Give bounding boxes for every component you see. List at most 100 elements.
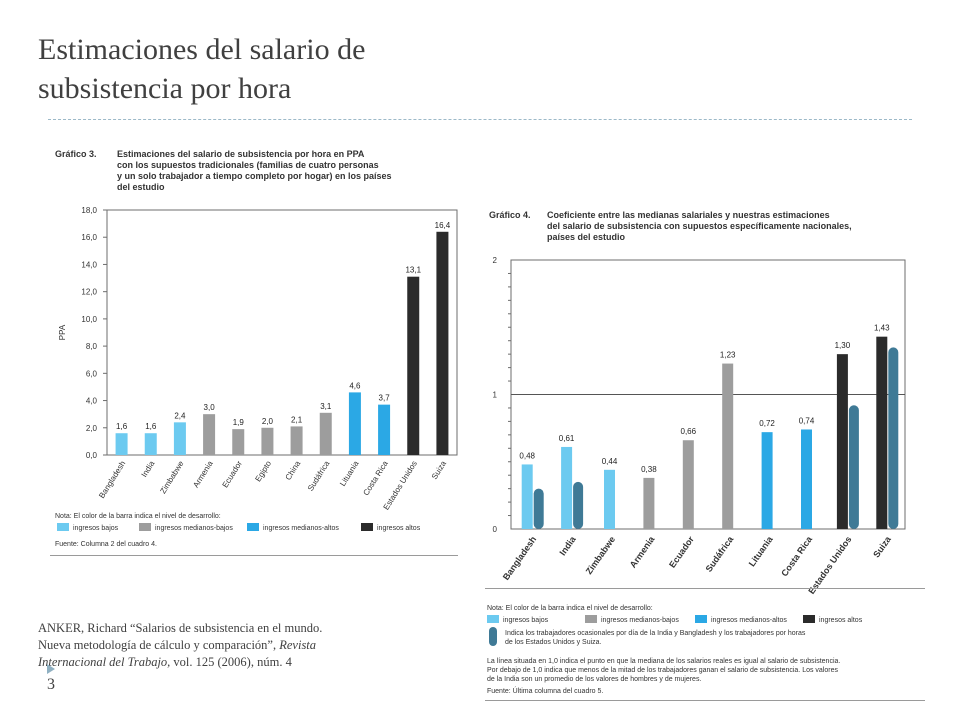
chart-3-plot-frame — [106, 209, 458, 456]
chart-3-value-label: 1,6 — [116, 422, 128, 431]
chart-4-legend-label: ingresos medianos-altos — [711, 617, 787, 624]
chart-grafico-3: Gráfico 3. Estimaciones del salario de su… — [55, 149, 458, 548]
title-divider — [48, 119, 912, 120]
chart-3-x-tick-label: Lituania — [338, 459, 361, 488]
chart-3-x-tick-label: Ecuador — [221, 459, 245, 489]
chart-4-x-tick-label: Sudáfrica — [704, 534, 736, 574]
chart-4-x-tick-label: Lituania — [747, 534, 776, 569]
chart-4-title-line: países del estudio — [547, 232, 626, 242]
chart-3-x-tick-label: China — [284, 459, 303, 482]
chart-4-x-tick-label: Zimbabwe — [584, 534, 617, 576]
chart-3-bar — [290, 426, 303, 455]
chart-3-bar — [173, 422, 186, 455]
chart-3-legend-swatch — [361, 523, 373, 531]
chart-3-x-tick-label: Suiza — [430, 459, 449, 481]
slide-title-line-1: Estimaciones del salario de — [38, 33, 366, 66]
chart-3-y-tick-label: 8,0 — [86, 342, 98, 351]
chart-4-bar — [643, 477, 655, 529]
chart-3-bar — [144, 433, 157, 455]
chart-3-title-line: Estimaciones del salario de subsistencia… — [117, 149, 365, 159]
chart-4-value-label: 0,48 — [519, 451, 535, 460]
chart-3-bar — [261, 427, 274, 455]
chart-3-value-label: 1,6 — [145, 422, 157, 431]
chart-4-y-tick-label: 1 — [493, 391, 498, 400]
chart-4-x-tick-label: Costa Rica — [779, 534, 814, 579]
chart-3-bar — [407, 276, 420, 455]
chart-4-x-tick-label: Suiza — [871, 534, 893, 560]
chart-3-y-tick-label: 18,0 — [81, 206, 97, 215]
chart-4-bottom-rule — [485, 700, 925, 701]
chart-4-bar — [722, 363, 734, 529]
chart-4-value-label: 1,43 — [874, 324, 890, 333]
chart-4-y-tick-label: 2 — [493, 256, 498, 265]
chart-3-value-label: 3,1 — [320, 402, 332, 411]
slide-number-marker — [47, 664, 55, 674]
chart-4-bar — [836, 354, 848, 529]
chart-3-legend-label: ingresos medianos-altos — [263, 525, 339, 532]
citation-line-2: Nueva metodología de cálculo y comparaci… — [38, 638, 280, 652]
chart-3-value-label: 3,0 — [204, 403, 216, 412]
chart-4-bar — [521, 464, 533, 529]
chart-3-y-tick-label: 10,0 — [81, 315, 97, 324]
chart-3-x-tick-label: Bangladesh — [97, 459, 127, 500]
chart-3-value-label: 2,1 — [291, 415, 303, 424]
chart-3-legend-label: ingresos medianos-bajos — [155, 525, 233, 532]
chart-3-bar — [115, 433, 128, 455]
chart-4-value-label: 1,23 — [720, 351, 736, 360]
chart-4-title-line: Coeficiente entre las medianas salariale… — [547, 210, 830, 220]
chart-4-footnote-line: La línea situada en 1,0 indica el punto … — [487, 658, 840, 665]
chart-4-bar — [682, 440, 694, 529]
citation-journal-1: Revista — [279, 638, 317, 652]
chart-3-x-tick-label: Egipto — [253, 459, 273, 483]
chart-4-value-label: 0,44 — [602, 457, 618, 466]
chart-4-secondary-bar — [888, 347, 899, 529]
chart-4-title-line: del salario de subsistencia con supuesto… — [547, 221, 852, 231]
chart-3-legend-swatch — [139, 523, 151, 531]
chart-3-legend-label: ingresos altos — [377, 525, 421, 532]
chart-4-figure-label: Gráfico 4. — [489, 210, 531, 220]
slide-number: 3 — [47, 676, 55, 693]
chart-3-value-label: 2,4 — [174, 411, 186, 420]
chart-4-bar — [604, 469, 615, 529]
chart-3-legend-swatch — [57, 523, 69, 531]
chart-4-secondary-legend-label: de los Estados Unidos y Suiza. — [505, 639, 602, 646]
chart-3-bar — [319, 412, 332, 455]
chart-3-y-tick-label: 0,0 — [86, 451, 98, 460]
chart-4-legend-swatch — [585, 615, 597, 623]
chart-4-x-tick-label: Ecuador — [667, 534, 696, 570]
citation-rest: vol. 125 (2006), núm. 4 — [170, 655, 292, 669]
chart-4-secondary-bar — [848, 405, 859, 529]
chart-4-x-tick-label: Bangladesh — [501, 534, 538, 582]
chart-4-legend-swatch — [695, 615, 707, 623]
chart-3-value-label: 13,1 — [405, 266, 421, 275]
citation-line-1: ANKER, Richard “Salarios de subsistencia… — [38, 621, 323, 635]
chart-3-title-line: del estudio — [117, 182, 165, 192]
chart-3-title-line: y un solo trabajador a tiempo completo p… — [117, 171, 392, 181]
slide-title-line-2: subsistencia por hora — [38, 72, 292, 105]
chart-4-source: Fuente: Última columna del cuadro 5. — [487, 686, 603, 695]
chart-3-bar — [203, 414, 216, 455]
chart-4-footnote-line: de la India son un promedio de los valor… — [487, 676, 701, 683]
chart-3-value-label: 3,7 — [379, 394, 391, 403]
chart-3-y-tick-label: 6,0 — [86, 369, 98, 378]
chart-4-x-tick-label: Estados Unidos — [806, 534, 853, 595]
chart-3-legend-note: Nota: El color de la barra indica el niv… — [55, 513, 221, 520]
chart-3-figure-label: Gráfico 3. — [55, 149, 97, 159]
chart-4-y-tick-label: 0 — [493, 525, 498, 534]
chart-3-legend-swatch — [247, 523, 259, 531]
chart-3-value-label: 1,9 — [233, 418, 245, 427]
chart-4-legend-label: ingresos altos — [819, 617, 863, 624]
chart-3-bottom-rule — [50, 555, 458, 556]
chart-4-footnote-line: Por debajo de 1,0 indica que menos de la… — [487, 667, 838, 674]
chart-4-secondary-legend-swatch — [489, 627, 497, 646]
chart-4-legend-label: ingresos medianos-bajos — [601, 617, 679, 624]
chart-4-value-label: 0,61 — [559, 434, 575, 443]
chart-3-x-tick-label: Costa Rica — [361, 459, 390, 497]
chart-3-x-tick-label: India — [140, 459, 157, 479]
chart-4-legend-label: ingresos bajos — [503, 617, 549, 624]
chart-3-bar — [348, 392, 361, 455]
chart-4-x-tick-label: India — [557, 534, 578, 558]
chart-4-separator-rule — [485, 588, 925, 589]
chart-3-bar — [232, 429, 245, 455]
citation-journal-2: Internacional del Trabajo, — [38, 655, 171, 669]
